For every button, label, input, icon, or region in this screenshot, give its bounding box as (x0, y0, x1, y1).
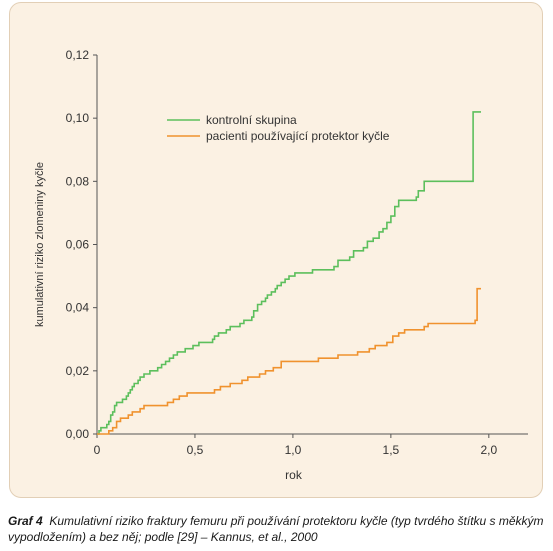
caption-label: Graf 4 (8, 514, 43, 528)
x-axis-label: rok (285, 468, 303, 482)
x-tick-label: 2,0 (480, 443, 497, 457)
caption-text: Kumulativní riziko fraktury femuru při p… (8, 514, 544, 544)
y-axis-label: kumulativní riziko zlomeniny kyčle (34, 162, 46, 327)
axes: 0,00 0,02 0,04 0,06 0,08 0,10 0,12 0 0,5 1,0 1,5 2,… (34, 48, 528, 482)
series-lines (97, 111, 481, 435)
y-tick-label: 0,12 (66, 48, 90, 62)
y-tick-label: 0,02 (66, 364, 90, 378)
x-tick-label: 1,0 (285, 443, 302, 457)
y-tick-label: 0,08 (66, 174, 90, 188)
x-tick-label: 0,5 (187, 443, 204, 457)
y-tick-label: 0,06 (66, 238, 90, 252)
legend: kontrolní skupina pacienti používající pr… (167, 113, 390, 143)
legend-label: kontrolní skupina (206, 113, 297, 127)
figure-panel (9, 2, 543, 498)
x-tick-label: 1,5 (383, 443, 400, 457)
y-tick-label: 0,10 (66, 111, 90, 125)
series-line-protector (97, 287, 481, 435)
figure-caption: Graf 4 Kumulativní riziko fraktury femur… (8, 513, 548, 545)
legend-label: pacienti používající protektor kyčle (206, 129, 390, 143)
series-line-control (97, 111, 481, 435)
x-tick-label: 0 (94, 443, 101, 457)
y-tick-label: 0,04 (66, 301, 90, 315)
y-tick-label: 0,00 (66, 427, 90, 441)
